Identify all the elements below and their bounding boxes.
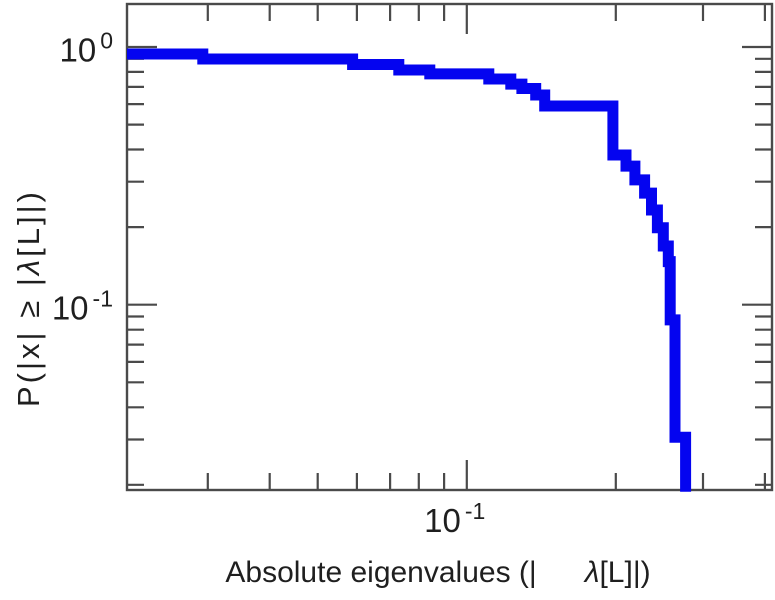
- tick-exponent: -1: [464, 498, 486, 524]
- y-axis-label: P(|x| ≥ |λ[L]|): [11, 188, 46, 408]
- y-axis-label-prefix: P(|x| ≥ |: [11, 275, 46, 408]
- tick-exponent: -1: [92, 285, 113, 312]
- tick-base: 10: [59, 31, 97, 69]
- x-axis-tick-label-0p1: 10 -1: [424, 498, 485, 541]
- tick-base: 10: [51, 289, 89, 327]
- x-axis-label-suffix: [L]|): [599, 556, 651, 589]
- x-axis-label-prefix: Absolute eigenvalues (|: [225, 556, 537, 589]
- ccdf-step-curve: [127, 48, 692, 492]
- y-axis-tick-label-1: 10 0: [59, 27, 113, 70]
- lambda-symbol: λ: [584, 556, 600, 589]
- lambda-symbol: λ: [11, 256, 46, 276]
- x-axis-label: Absolute eigenvalues (| λ[L]|): [225, 556, 650, 590]
- tick-exponent: 0: [100, 27, 113, 54]
- y-axis-tick-label-0p1: 10 -1: [51, 285, 113, 328]
- y-axis-label-suffix: [L]|): [11, 188, 46, 257]
- tick-base: 10: [424, 502, 461, 539]
